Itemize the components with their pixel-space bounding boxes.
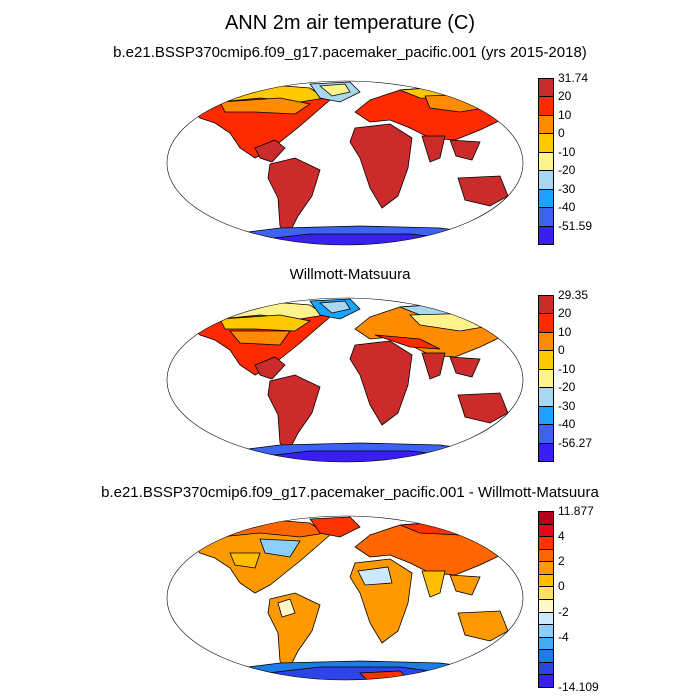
- colorbar-swatch: [538, 649, 554, 663]
- colorbar-swatch: [538, 368, 554, 389]
- colorbar-label: -40: [558, 417, 576, 432]
- colorbar-label: -20: [558, 380, 576, 395]
- colorbar-swatch: [538, 548, 554, 563]
- panel-2-title: Willmott-Matsuura: [289, 266, 411, 283]
- panel-2-map: [166, 297, 524, 463]
- colorbar-label: -10: [558, 361, 576, 376]
- colorbar-swatch: [538, 561, 554, 575]
- colorbar-swatch: [538, 188, 554, 209]
- colorbar-label: 0: [558, 579, 565, 594]
- colorbar-swatch: [538, 424, 554, 444]
- panel-1-map: [166, 80, 524, 246]
- colorbar-swatch: [538, 536, 554, 550]
- main-title: ANN 2m air temperature (C): [224, 12, 476, 34]
- colorbar-label: -30: [558, 181, 576, 196]
- colorbar-swatch: [538, 78, 554, 98]
- colorbar-label: 4: [558, 529, 565, 544]
- colorbar-swatch: [538, 313, 554, 333]
- colorbar-label: 11.877: [558, 504, 594, 518]
- colorbar-swatch: [538, 387, 554, 407]
- colorbar-swatch: [538, 636, 554, 651]
- colorbar-1-boxes: [538, 78, 554, 245]
- colorbar-label: -40: [558, 200, 576, 215]
- colorbar-swatch: [538, 661, 554, 676]
- colorbar-swatch: [538, 225, 554, 245]
- colorbar-label: -30: [558, 398, 576, 413]
- colorbar-swatch: [538, 624, 554, 638]
- colorbar-swatch: [538, 114, 554, 135]
- colorbar-label: 2: [558, 554, 565, 569]
- colorbar-swatch: [538, 599, 554, 613]
- colorbar-label: 10: [558, 107, 572, 122]
- colorbar-swatch: [538, 611, 554, 626]
- colorbar-label: 29.35: [558, 288, 589, 302]
- panel-3-title: b.e21.BSSP370cmip6.f09_g17.pacemaker_pac…: [101, 484, 599, 501]
- colorbar-label: -20: [558, 163, 576, 178]
- colorbar-swatch: [538, 331, 554, 352]
- colorbar-swatch: [538, 170, 554, 190]
- panel-1-title: b.e21.BSSP370cmip6.f09_g17.pacemaker_pac…: [113, 44, 587, 61]
- colorbar-label: -4: [558, 629, 569, 644]
- colorbar-swatch: [538, 96, 554, 116]
- colorbar-3-boxes: [538, 511, 554, 688]
- colorbar-swatch: [538, 133, 554, 153]
- colorbar-label: -56.27: [558, 435, 593, 450]
- colorbar-label: 20: [558, 306, 572, 321]
- colorbar-swatch: [538, 586, 554, 600]
- colorbar-label: -14.109: [558, 680, 599, 694]
- colorbar-swatch: [538, 207, 554, 227]
- colorbar-swatch: [538, 405, 554, 426]
- colorbar-swatch: [538, 511, 554, 525]
- colorbar-label: -10: [558, 144, 576, 159]
- colorbar-label: 0: [558, 126, 565, 141]
- colorbar-label: 10: [558, 324, 572, 339]
- colorbar-swatch: [538, 151, 554, 172]
- panel-3-map: [166, 515, 524, 681]
- colorbar-swatch: [538, 295, 554, 315]
- colorbar-swatch: [538, 523, 554, 538]
- colorbar-label: -2: [558, 604, 569, 619]
- colorbar-label: 0: [558, 343, 565, 358]
- colorbar-swatch: [538, 674, 554, 688]
- colorbar-swatch: [538, 350, 554, 370]
- colorbar-swatch: [538, 573, 554, 588]
- colorbar-label: -51.59: [558, 218, 593, 233]
- colorbar-2-boxes: [538, 295, 554, 462]
- colorbar-label: 31.74: [558, 71, 589, 85]
- colorbar-label: 20: [558, 89, 572, 104]
- colorbar-swatch: [538, 442, 554, 462]
